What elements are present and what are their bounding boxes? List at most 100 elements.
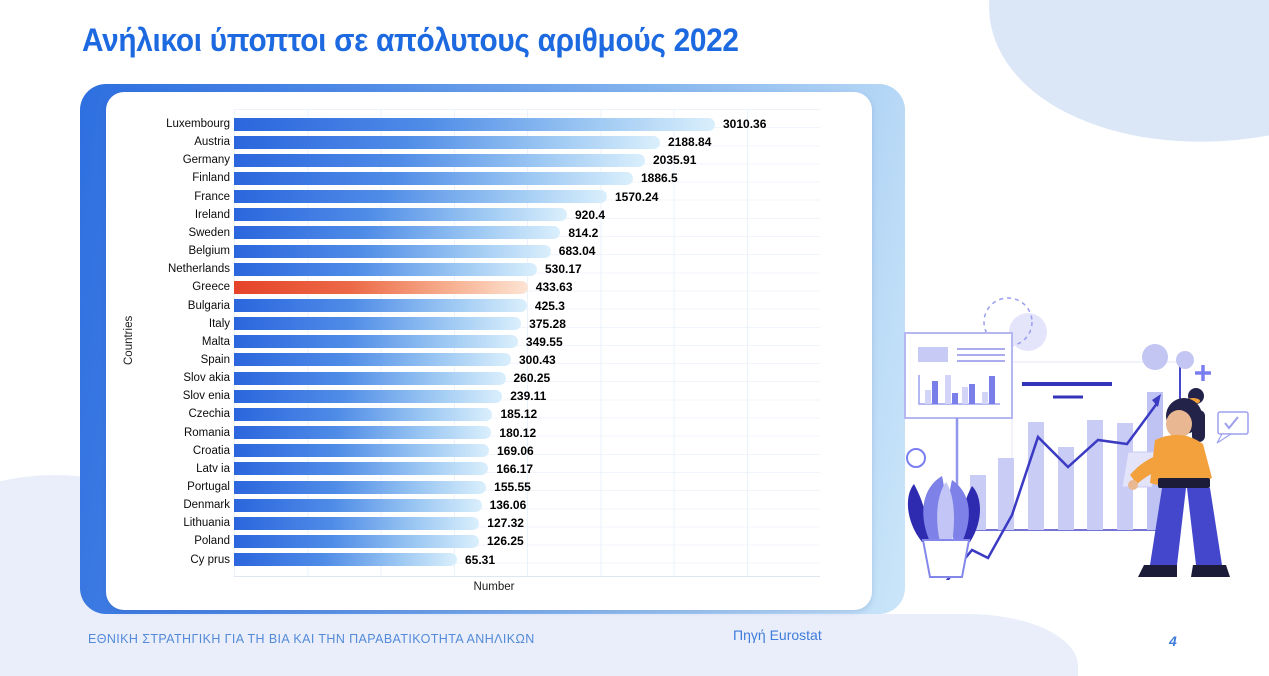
chart-row: Austria 2188.84 [194, 133, 820, 151]
chart-row: Slov akia 260.25 [183, 369, 820, 387]
chart-row: Portugal 155.55 [187, 478, 820, 496]
source-text: Πηγή Eurostat [733, 627, 822, 643]
country-label: Romania [183, 426, 230, 439]
country-label: Sweden [188, 226, 230, 239]
value-label: 166.17 [496, 461, 534, 476]
value-label: 1570.24 [615, 189, 659, 204]
chart-row: Italy 375.28 [209, 315, 820, 333]
value-bar [234, 153, 645, 167]
value-bar [234, 553, 457, 567]
chart-row: Spain 300.43 [201, 351, 820, 369]
value-label: 155.55 [494, 480, 531, 494]
country-label: Lithuania [183, 517, 230, 530]
analytics-illustration [904, 297, 1249, 580]
country-label: Luxembourg [166, 118, 230, 130]
value-label: 300.43 [519, 352, 556, 367]
value-bar [234, 426, 492, 440]
chart-row: Poland 126.25 [194, 532, 820, 550]
country-label: Spain [200, 353, 230, 366]
column-chart-icon [970, 392, 1163, 530]
plus-icon [1195, 365, 1211, 381]
value-bar [234, 117, 715, 131]
value-label: 136.06 [489, 498, 527, 513]
page-number: 4 [1169, 633, 1177, 649]
value-bar [234, 244, 551, 258]
value-bar [234, 299, 527, 312]
country-label: Poland [194, 535, 230, 548]
value-label: 239.11 [510, 389, 547, 404]
person-figure [1121, 388, 1230, 577]
value-label: 2035.91 [653, 153, 697, 168]
value-label: 425.3 [534, 298, 565, 313]
value-bar [234, 171, 633, 185]
country-label: Portugal [187, 481, 230, 493]
chart-row: Sweden 814.2 [188, 224, 820, 242]
value-label: 433.63 [535, 280, 573, 295]
background-blob-top-right [971, 0, 1269, 169]
country-label: Croatia [192, 444, 230, 457]
value-label: 65.31 [465, 552, 496, 567]
trend-line-arrowhead [1152, 394, 1161, 407]
chart-card: Luxembourg 3010.36 Austria 2188.84 Germany 20… [106, 92, 872, 610]
bar-chart-plot: Luxembourg 3010.36 Austria 2188.84 Germany 20… [166, 109, 820, 577]
chart-row: Latv ia 166.17 [196, 460, 820, 478]
chart-row: Romania 180.12 [184, 424, 820, 442]
mini-chart-frame [904, 332, 1013, 419]
value-label: 126.25 [487, 534, 524, 549]
decor-circle-small [1176, 351, 1194, 369]
value-bar [234, 226, 561, 240]
value-label: 180.12 [499, 425, 537, 440]
country-label: Greece [192, 281, 230, 294]
value-label: 2188.84 [668, 135, 712, 150]
value-bar [234, 317, 522, 331]
chart-row: Czechia 185.12 [188, 405, 820, 423]
value-label: 169.06 [497, 443, 534, 458]
y-axis-label: Countries [123, 315, 135, 365]
chart-row: Malta 349.55 [202, 333, 820, 351]
country-label: Slov akia [183, 372, 230, 385]
slide-title: Ανήλικοι ύποπτοι σε απόλυτους αριθμούς 2… [82, 22, 739, 58]
value-bar [234, 353, 511, 367]
value-label: 814.2 [568, 225, 599, 240]
value-label: 185.12 [500, 407, 538, 422]
value-bar [234, 498, 482, 512]
chart-row: Netherlands 530.17 [168, 260, 820, 278]
chart-row: France 1570.24 [194, 188, 820, 206]
plant-icon [907, 476, 980, 578]
country-label: Belgium [188, 245, 230, 258]
value-bar [234, 534, 479, 548]
value-bar [234, 407, 493, 421]
value-bar [234, 262, 537, 276]
chart-row: Lithuania 127.32 [183, 514, 820, 532]
chart-row: Luxembourg 3010.36 [166, 115, 820, 133]
country-label: Italy [208, 317, 230, 330]
decor-circle-large [1142, 344, 1168, 370]
country-label: Austria [194, 136, 230, 149]
speech-bubble-check-icon [1216, 411, 1249, 444]
country-label: Czechia [188, 408, 230, 421]
chart-row: Bulgaria 425.3 [188, 297, 820, 315]
value-bar [234, 371, 506, 385]
chart-row: Slov enia 239.11 [183, 387, 820, 405]
trend-line-icon [945, 401, 1160, 580]
x-axis-label: Number [473, 581, 515, 593]
mini-chart-legend-block [918, 347, 948, 362]
country-label: Cy prus [190, 553, 230, 566]
value-bar [234, 462, 489, 476]
dashed-circle-icon [983, 297, 1033, 347]
mini-chart-text-lines [957, 348, 1005, 362]
country-label: France [194, 190, 230, 203]
value-label: 920.4 [575, 207, 606, 222]
value-label: 1886.5 [641, 171, 678, 186]
value-label: 375.28 [529, 316, 566, 331]
decor-circle-blob [1009, 313, 1047, 351]
value-bar [234, 480, 487, 494]
value-bar [234, 516, 480, 530]
country-label: Finland [192, 172, 230, 185]
chart-row: Finland 1886.5 [192, 169, 820, 187]
country-label: Ireland [194, 208, 230, 221]
chart-row: Ireland 920.4 [195, 206, 820, 224]
mini-bar-chart-icon [925, 375, 995, 404]
value-label: 349.55 [525, 334, 563, 349]
